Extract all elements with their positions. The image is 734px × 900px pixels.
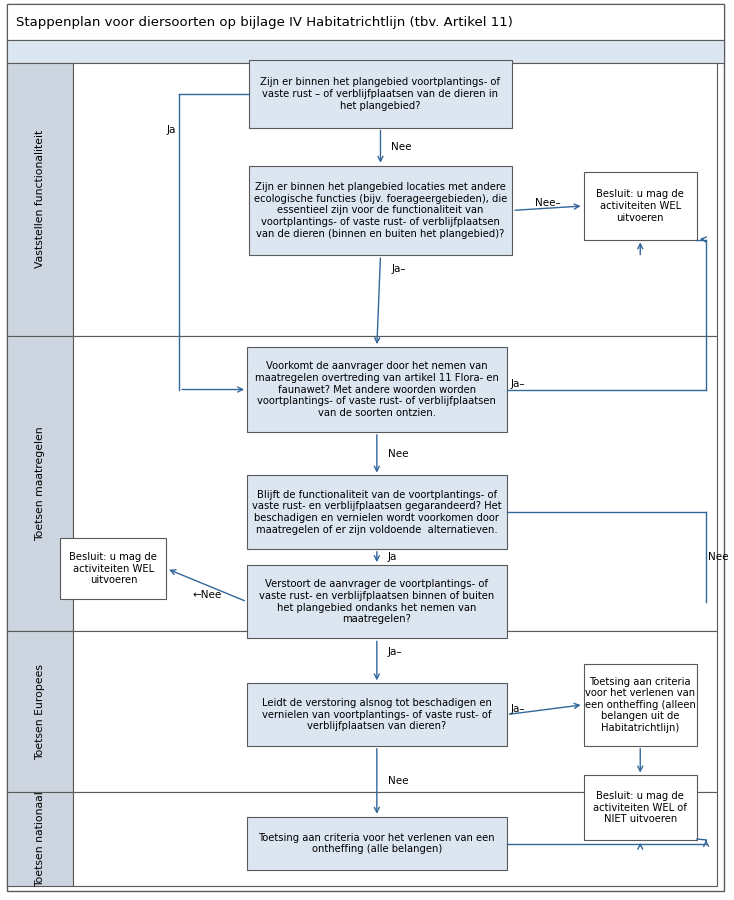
FancyBboxPatch shape xyxy=(73,336,717,631)
FancyBboxPatch shape xyxy=(73,631,717,793)
Text: Leidt de verstoring alsnog tot beschadigen en
vernielen van voortplantings- of v: Leidt de verstoring alsnog tot beschadig… xyxy=(262,698,492,731)
Text: Toetsing aan criteria voor het verlenen van een
ontheffing (alle belangen): Toetsing aan criteria voor het verlenen … xyxy=(258,832,495,854)
Text: Besluit: u mag de
activiteiten WEL
uitvoeren: Besluit: u mag de activiteiten WEL uitvo… xyxy=(596,189,684,222)
Text: ←Nee: ←Nee xyxy=(192,590,222,600)
Text: Nee: Nee xyxy=(388,777,408,787)
FancyBboxPatch shape xyxy=(60,538,167,599)
FancyBboxPatch shape xyxy=(249,60,512,128)
FancyBboxPatch shape xyxy=(247,565,506,638)
FancyBboxPatch shape xyxy=(247,683,506,746)
Text: Nee: Nee xyxy=(391,141,412,151)
Text: Besluit: u mag de
activiteiten WEL
uitvoeren: Besluit: u mag de activiteiten WEL uitvo… xyxy=(70,552,157,585)
Text: Zijn er binnen het plangebied voortplantings- of
vaste rust – of verblijfplaatse: Zijn er binnen het plangebied voortplant… xyxy=(261,77,501,111)
Text: Ja: Ja xyxy=(388,552,397,562)
FancyBboxPatch shape xyxy=(7,4,724,40)
FancyBboxPatch shape xyxy=(7,63,73,336)
FancyBboxPatch shape xyxy=(7,336,73,631)
FancyBboxPatch shape xyxy=(73,793,717,886)
Text: Toetsen maatregelen: Toetsen maatregelen xyxy=(35,427,46,541)
Text: Toetsen nationaal: Toetsen nationaal xyxy=(35,792,46,887)
FancyBboxPatch shape xyxy=(584,776,697,840)
Text: Ja: Ja xyxy=(166,125,175,135)
Text: Toetsen Europees: Toetsen Europees xyxy=(35,664,46,760)
Text: Blijft de functionaliteit van de voortplantings- of
vaste rust- en verblijfplaat: Blijft de functionaliteit van de voortpl… xyxy=(252,490,501,535)
Text: Zijn er binnen het plangebied locaties met andere
ecologische functies (bijv. fo: Zijn er binnen het plangebied locaties m… xyxy=(254,182,507,238)
Text: Voorkomt de aanvrager door het nemen van
maatregelen overtreding van artikel 11 : Voorkomt de aanvrager door het nemen van… xyxy=(255,361,499,418)
FancyBboxPatch shape xyxy=(7,793,73,886)
FancyBboxPatch shape xyxy=(247,816,506,870)
Text: Nee: Nee xyxy=(388,449,408,459)
FancyBboxPatch shape xyxy=(247,475,506,549)
FancyBboxPatch shape xyxy=(584,173,697,239)
FancyBboxPatch shape xyxy=(584,663,697,746)
Text: Ja–: Ja– xyxy=(391,264,406,274)
Text: Nee: Nee xyxy=(708,552,729,562)
Text: Toetsing aan criteria
voor het verlenen van
een ontheffing (alleen
belangen uit : Toetsing aan criteria voor het verlenen … xyxy=(585,677,696,733)
Text: Verstoort de aanvrager de voortplantings- of
vaste rust- en verblijfplaatsen bin: Verstoort de aanvrager de voortplantings… xyxy=(259,580,495,624)
Text: Nee–: Nee– xyxy=(535,198,561,208)
Text: Vaststellen functionaliteit: Vaststellen functionaliteit xyxy=(35,130,46,268)
Text: Ja–: Ja– xyxy=(388,647,402,657)
FancyBboxPatch shape xyxy=(7,40,724,63)
Text: Stappenplan voor diersoorten op bijlage IV Habitatrichtlijn (tbv. Artikel 11): Stappenplan voor diersoorten op bijlage … xyxy=(16,16,513,29)
FancyBboxPatch shape xyxy=(247,347,506,432)
Text: Ja–: Ja– xyxy=(510,704,525,715)
FancyBboxPatch shape xyxy=(7,631,73,793)
FancyBboxPatch shape xyxy=(73,63,717,336)
Text: Besluit: u mag de
activiteiten WEL of
NIET uitvoeren: Besluit: u mag de activiteiten WEL of NI… xyxy=(593,791,687,824)
Text: Ja–: Ja– xyxy=(510,379,525,389)
FancyBboxPatch shape xyxy=(7,4,724,891)
FancyBboxPatch shape xyxy=(249,166,512,256)
